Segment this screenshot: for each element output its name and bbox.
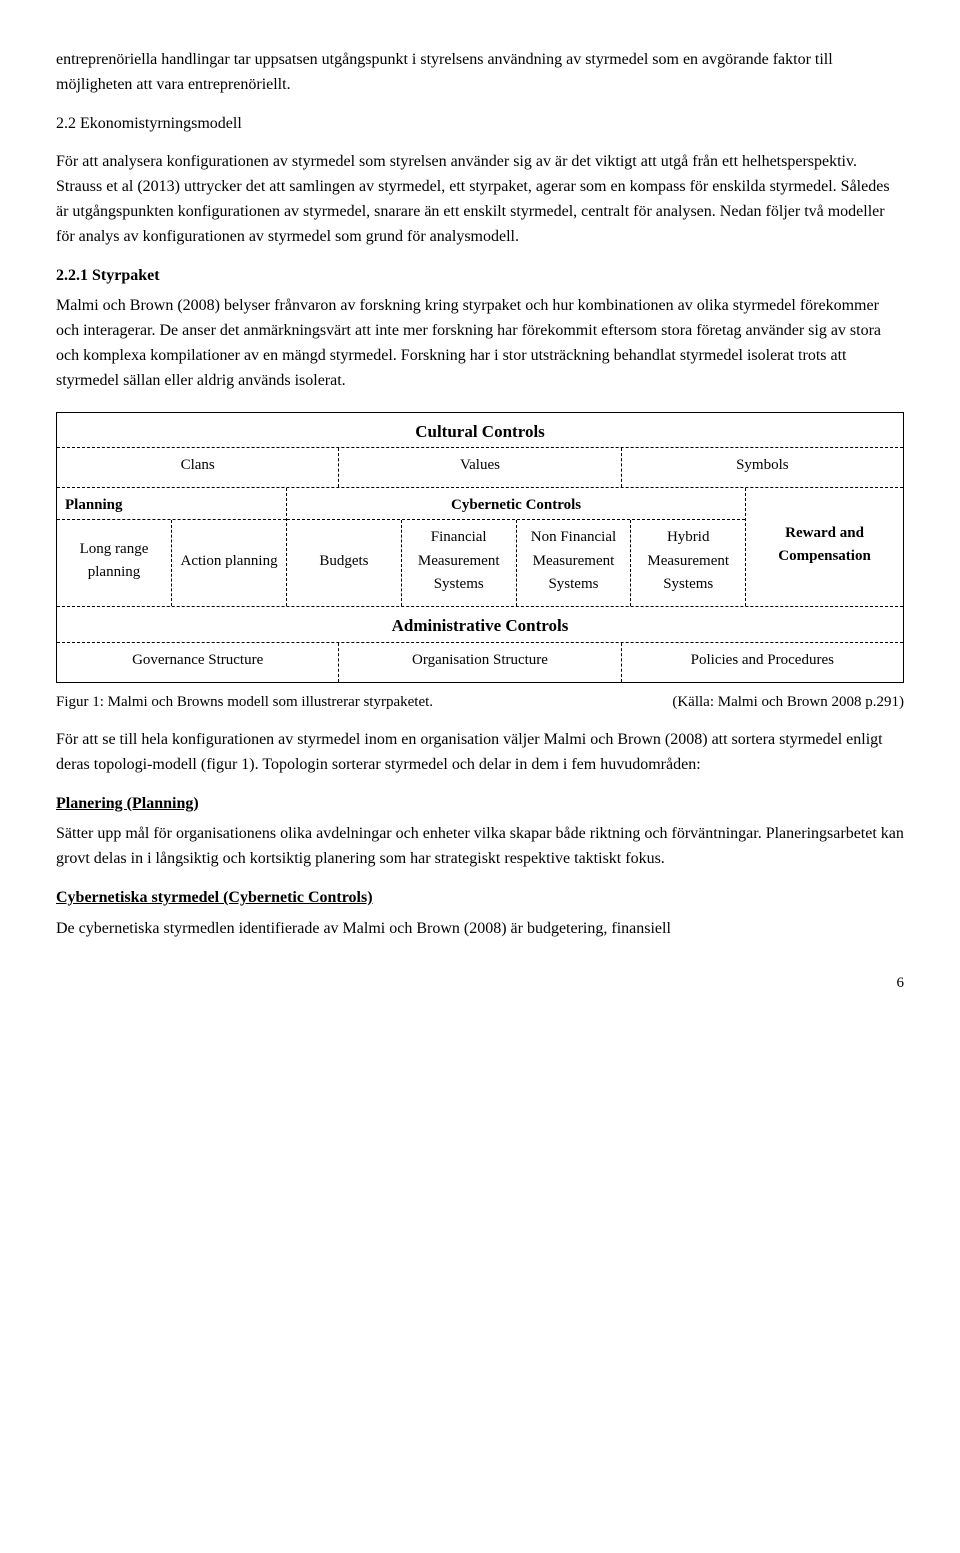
fig-finmeas: Financial Measurement Systems (401, 520, 516, 606)
paragraph-planering: Sätter upp mål för organisationens olika… (56, 822, 904, 872)
fig-hybrid: Hybrid Measurement Systems (630, 520, 745, 606)
paragraph-2-2-body: För att analysera konfigurationen av sty… (56, 150, 904, 249)
heading-cybernetiska: Cybernetiska styrmedel (Cybernetic Contr… (56, 886, 904, 911)
fig-admin-row: Governance Structure Organisation Struct… (57, 642, 903, 682)
fig-clans: Clans (57, 448, 338, 487)
section-number: 2.2 (56, 115, 80, 132)
fig-planning-col: Planning Long range planning Action plan… (57, 488, 286, 606)
page-number: 6 (56, 972, 904, 995)
fig-admin-header: Administrative Controls (57, 607, 903, 641)
fig-reward: Reward and Compensation (745, 488, 903, 606)
paragraph-cybernetiska: De cybernetiska styrmedlen identifierade… (56, 917, 904, 942)
fig-org: Organisation Structure (338, 643, 620, 682)
fig-action: Action planning (171, 520, 286, 606)
fig-symbols: Symbols (621, 448, 903, 487)
fig-cybernetic-col: Cybernetic Controls Budgets Financial Me… (286, 488, 745, 606)
fig-planning-header: Planning (57, 488, 286, 519)
heading-planering: Planering (Planning) (56, 792, 904, 817)
fig-values: Values (338, 448, 620, 487)
fig-gov: Governance Structure (57, 643, 338, 682)
fig-admin-header-row: Administrative Controls (57, 606, 903, 641)
fig-budgets: Budgets (287, 520, 401, 606)
fig-cybernetic-header: Cybernetic Controls (287, 488, 745, 519)
section-title: Ekonomistyrningsmodell (80, 115, 242, 132)
fig-middle-row: Planning Long range planning Action plan… (57, 487, 903, 606)
fig-pol: Policies and Procedures (621, 643, 903, 682)
paragraph-intro: entreprenöriella handlingar tar uppsatse… (56, 48, 904, 98)
fig-nonfin: Non Financial Measurement Systems (516, 520, 631, 606)
section-2-2-1: 2.2.1 Styrpaket (56, 264, 904, 289)
fig-longrange: Long range planning (57, 520, 171, 606)
section-2-2: 2.2 Ekonomistyrningsmodell (56, 112, 904, 137)
figure-caption-left: Figur 1: Malmi och Browns modell som ill… (56, 691, 433, 714)
fig-cultural-header: Cultural Controls (57, 413, 903, 447)
figure-caption-right: (Källa: Malmi och Brown 2008 p.291) (672, 691, 904, 714)
paragraph-2-2-1-body: Malmi och Brown (2008) belyser frånvaron… (56, 294, 904, 393)
figure-caption: Figur 1: Malmi och Browns modell som ill… (56, 691, 904, 714)
paragraph-after-figure: För att se till hela konfigurationen av … (56, 728, 904, 778)
figure-styrpaket: Cultural Controls Clans Values Symbols P… (56, 412, 904, 683)
fig-cultural-row: Clans Values Symbols (57, 447, 903, 487)
